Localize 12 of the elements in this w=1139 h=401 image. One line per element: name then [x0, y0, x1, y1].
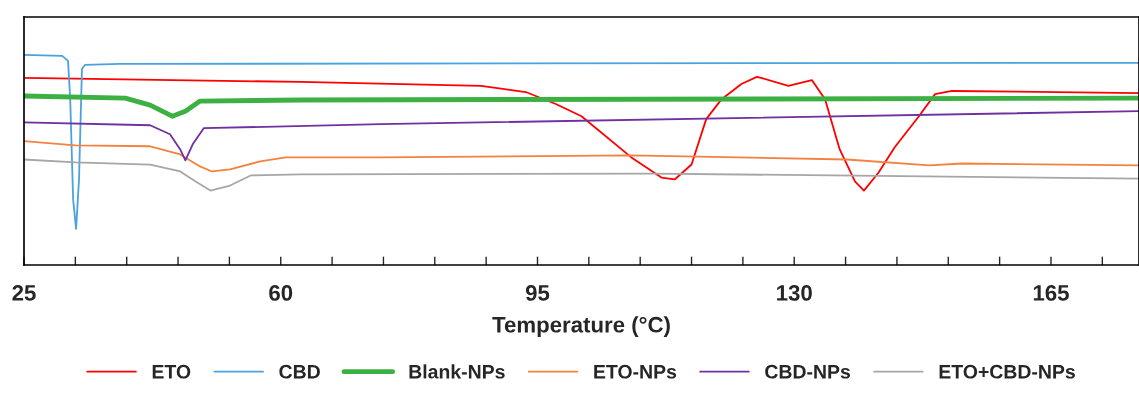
x-tick-label: 60 — [269, 285, 293, 301]
legend-label: CBD — [279, 364, 320, 379]
legend-label: ETO-NPs — [594, 364, 677, 379]
x-tick-label: 165 — [1033, 285, 1069, 301]
legend-label: CBD-NPs — [765, 364, 851, 379]
legend-label: ETO — [152, 364, 191, 379]
x-tick-label: 25 — [12, 285, 36, 301]
legend-label: Blank-NPs — [409, 364, 505, 379]
x-axis-title: Temperature (°C) — [492, 316, 670, 337]
x-tick-label: 95 — [525, 285, 550, 301]
legend-label: ETO+CBD-NPs — [939, 364, 1075, 379]
x-tick-label: 130 — [777, 285, 812, 301]
